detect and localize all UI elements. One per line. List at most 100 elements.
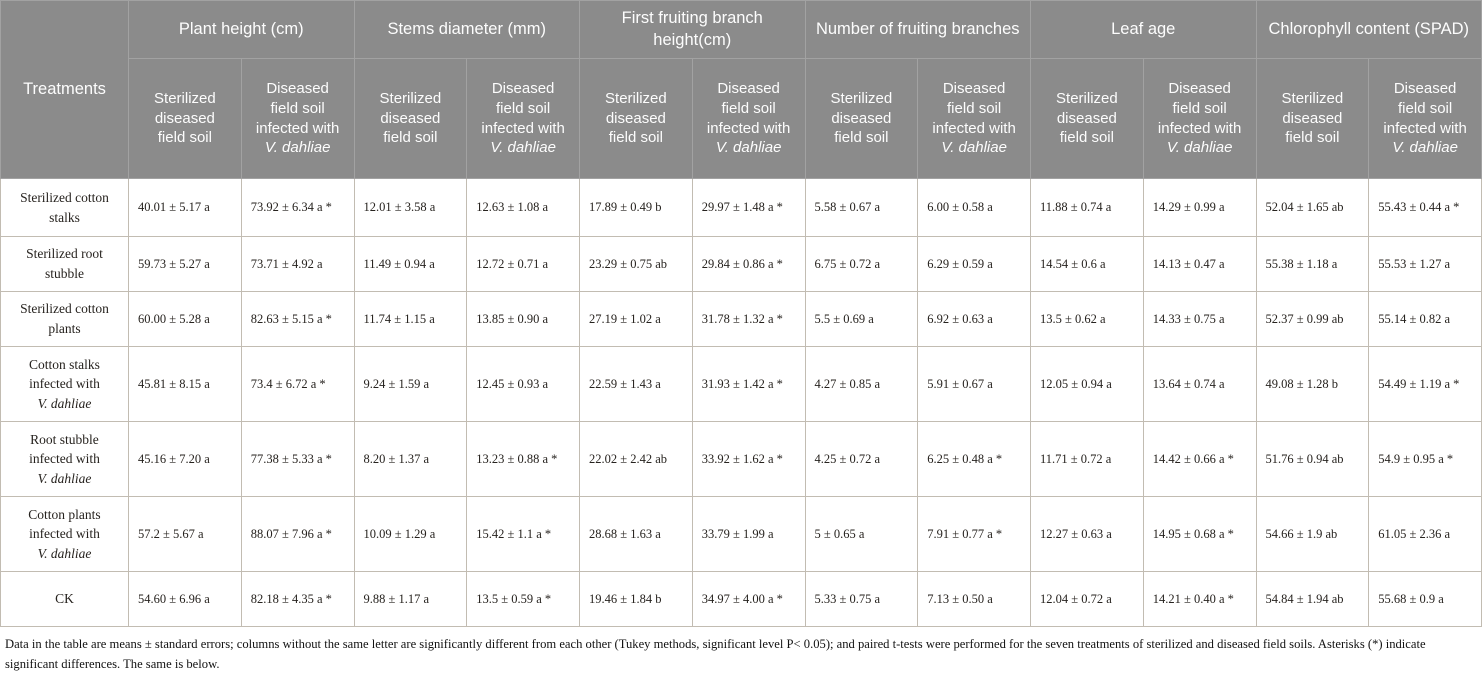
value-cell: 49.08 ± 1.28 b (1255, 346, 1370, 422)
column-group-header: Chlorophyll content (SPAD) (1255, 0, 1482, 59)
value-cell: 6.75 ± 0.72 a (804, 236, 919, 292)
value-cell: 51.76 ± 0.94 ab (1255, 421, 1370, 497)
value-cell: 14.42 ± 0.66 a * (1142, 421, 1257, 497)
value-cell: 12.05 ± 0.94 a (1030, 346, 1144, 422)
value-cell: 34.97 ± 4.00 a * (691, 571, 806, 627)
treatment-cell: Root stubble infected with V. dahliae (0, 421, 129, 497)
value-cell: 73.4 ± 6.72 a * (240, 346, 355, 422)
value-cell: 9.88 ± 1.17 a (353, 571, 468, 627)
value-cell: 45.81 ± 8.15 a (128, 346, 242, 422)
value-cell: 23.29 ± 0.75 ab (579, 236, 693, 292)
column-group-header: Leaf age (1030, 0, 1257, 59)
column-group-header: Stems diameter (mm) (353, 0, 580, 59)
value-cell: 33.79 ± 1.99 a (691, 496, 806, 572)
table-row: Sterilized cotton plants 60.00 ± 5.28 a 82… (0, 291, 1482, 347)
value-cell: 27.19 ± 1.02 a (579, 291, 693, 347)
species-name: V. dahliae (715, 139, 782, 157)
value-cell: 54.60 ± 6.96 a (128, 571, 242, 627)
treatment-cell: Cotton stalks infected with V. dahliae (0, 346, 129, 422)
value-cell: 82.63 ± 5.15 a * (240, 291, 355, 347)
value-cell: 5.91 ± 0.67 a (917, 346, 1031, 422)
species-name: V. dahliae (37, 395, 92, 411)
value-cell: 13.64 ± 0.74 a (1142, 346, 1257, 422)
value-cell: 4.25 ± 0.72 a (804, 421, 919, 497)
value-cell: 54.49 ± 1.19 a * (1368, 346, 1482, 422)
treatment-cell: Sterilized root stubble (0, 236, 129, 292)
sub-header-diseased: Diseased field soil infected with V. dahl… (691, 58, 806, 179)
value-cell: 10.09 ± 1.29 a (353, 496, 468, 572)
value-cell: 59.73 ± 5.27 a (128, 236, 242, 292)
species-name: V. dahliae (490, 139, 556, 157)
value-cell: 31.93 ± 1.42 a * (691, 346, 806, 422)
table-row: Sterilized cotton stalks 40.01 ± 5.17 a 73… (0, 178, 1482, 237)
treatment-cell: Sterilized cotton plants (0, 291, 129, 347)
value-cell: 17.89 ± 0.49 b (579, 178, 693, 237)
value-cell: 73.71 ± 4.92 a (240, 236, 355, 292)
value-cell: 4.27 ± 0.85 a (804, 346, 919, 422)
value-cell: 12.45 ± 0.93 a (466, 346, 580, 422)
species-name: V. dahliae (37, 545, 92, 561)
value-cell: 52.37 ± 0.99 ab (1255, 291, 1370, 347)
species-name: V. dahliae (1166, 139, 1233, 157)
value-cell: 12.01 ± 3.58 a (353, 178, 468, 237)
sub-header-diseased: Diseased field soil infected with V. dahl… (917, 58, 1031, 179)
value-cell: 55.38 ± 1.18 a (1255, 236, 1370, 292)
value-cell: 33.92 ± 1.62 a * (691, 421, 806, 497)
value-cell: 5.58 ± 0.67 a (804, 178, 919, 237)
value-cell: 14.95 ± 0.68 a * (1142, 496, 1257, 572)
species-name: V. dahliae (264, 139, 331, 157)
value-cell: 6.00 ± 0.58 a (917, 178, 1031, 237)
sub-header-diseased: Diseased field soil infected with V. dahl… (466, 58, 580, 179)
value-cell: 5.33 ± 0.75 a (804, 571, 919, 627)
sub-header-sterilized: Sterilized diseased field soil (1030, 58, 1144, 179)
value-cell: 14.33 ± 0.75 a (1142, 291, 1257, 347)
value-cell: 22.02 ± 2.42 ab (579, 421, 693, 497)
value-cell: 54.66 ± 1.9 ab (1255, 496, 1370, 572)
species-name: V. dahliae (1392, 139, 1458, 157)
table-row: Cotton stalks infected with V. dahliae 45.… (0, 346, 1482, 422)
sub-header-diseased: Diseased field soil infected with V. dahl… (240, 58, 355, 179)
value-cell: 73.92 ± 6.34 a * (240, 178, 355, 237)
value-cell: 7.13 ± 0.50 a (917, 571, 1031, 627)
value-cell: 40.01 ± 5.17 a (128, 178, 242, 237)
value-cell: 31.78 ± 1.32 a * (691, 291, 806, 347)
sub-header-sterilized: Sterilized diseased field soil (804, 58, 919, 179)
value-cell: 13.85 ± 0.90 a (466, 291, 580, 347)
value-cell: 5 ± 0.65 a (804, 496, 919, 572)
value-cell: 12.72 ± 0.71 a (466, 236, 580, 292)
value-cell: 55.14 ± 0.82 a (1368, 291, 1482, 347)
species-name: V. dahliae (37, 470, 92, 486)
table-row: Cotton plants infected with V. dahliae 57.… (0, 496, 1482, 572)
value-cell: 54.84 ± 1.94 ab (1255, 571, 1370, 627)
value-cell: 29.97 ± 1.48 a * (691, 178, 806, 237)
value-cell: 88.07 ± 7.96 a * (240, 496, 355, 572)
table-footnote: Data in the table are means ± standard e… (5, 637, 1426, 671)
value-cell: 13.5 ± 0.59 a * (466, 571, 580, 627)
value-cell: 11.49 ± 0.94 a (353, 236, 468, 292)
species-name: V. dahliae (941, 139, 1007, 157)
table-header: Treatments Plant height (cm) Stems diamet… (0, 0, 1482, 179)
value-cell: 55.43 ± 0.44 a * (1368, 178, 1482, 237)
treatment-cell: Cotton plants infected with V. dahliae (0, 496, 129, 572)
table-row: Sterilized root stubble 59.73 ± 5.27 a 73.… (0, 236, 1482, 292)
sub-header-sterilized: Sterilized diseased field soil (353, 58, 468, 179)
value-cell: 29.84 ± 0.86 a * (691, 236, 806, 292)
value-cell: 6.29 ± 0.59 a (917, 236, 1031, 292)
value-cell: 77.38 ± 5.33 a * (240, 421, 355, 497)
value-cell: 52.04 ± 1.65 ab (1255, 178, 1370, 237)
column-group-header: Plant height (cm) (128, 0, 355, 59)
value-cell: 57.2 ± 5.67 a (128, 496, 242, 572)
value-cell: 7.91 ± 0.77 a * (917, 496, 1031, 572)
value-cell: 5.5 ± 0.69 a (804, 291, 919, 347)
value-cell: 11.74 ± 1.15 a (353, 291, 468, 347)
value-cell: 12.63 ± 1.08 a (466, 178, 580, 237)
value-cell: 6.92 ± 0.63 a (917, 291, 1031, 347)
value-cell: 11.88 ± 0.74 a (1030, 178, 1144, 237)
value-cell: 6.25 ± 0.48 a * (917, 421, 1031, 497)
value-cell: 12.04 ± 0.72 a (1030, 571, 1144, 627)
value-cell: 61.05 ± 2.36 a (1368, 496, 1482, 572)
value-cell: 14.21 ± 0.40 a * (1142, 571, 1257, 627)
value-cell: 19.46 ± 1.84 b (579, 571, 693, 627)
value-cell: 82.18 ± 4.35 a * (240, 571, 355, 627)
